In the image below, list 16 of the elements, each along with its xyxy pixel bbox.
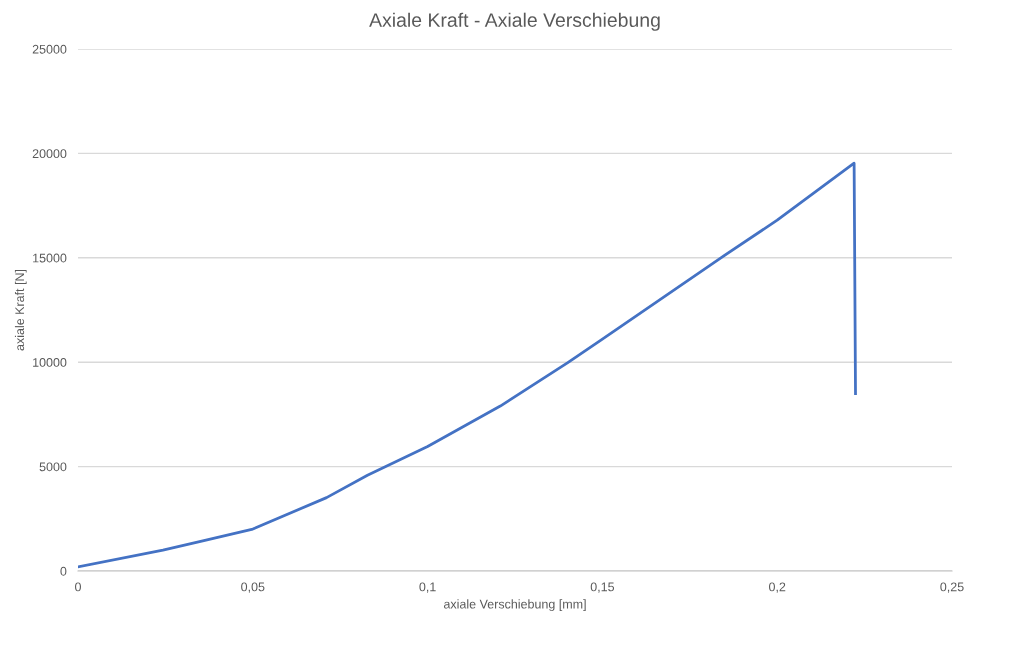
y-tick-label: 5000	[39, 462, 67, 472]
x-tick-label: 0,25	[940, 582, 964, 593]
x-tick-label: 0,2	[769, 582, 786, 593]
y-tick-label: 10000	[33, 358, 67, 367]
x-tick-label: 0,15	[590, 582, 615, 593]
x-tick-label: 0,05	[241, 582, 265, 593]
y-tick-label: 0	[60, 566, 67, 576]
y-tick-label: 25000	[32, 44, 67, 54]
x-tick-label: 0	[75, 582, 81, 592]
x-axis-title: axiale Verschiebung [mm]	[443, 599, 586, 611]
chart-title: Axiale Kraft - Axiale Verschiebung	[369, 12, 660, 31]
x-tick-label: 0,1	[419, 582, 436, 593]
y-tick-label: 20000	[32, 149, 67, 159]
y-tick-label: 15000	[33, 253, 67, 263]
line-series	[78, 161, 857, 569]
y-axis-title: axiale Kraft [N]	[14, 269, 27, 351]
